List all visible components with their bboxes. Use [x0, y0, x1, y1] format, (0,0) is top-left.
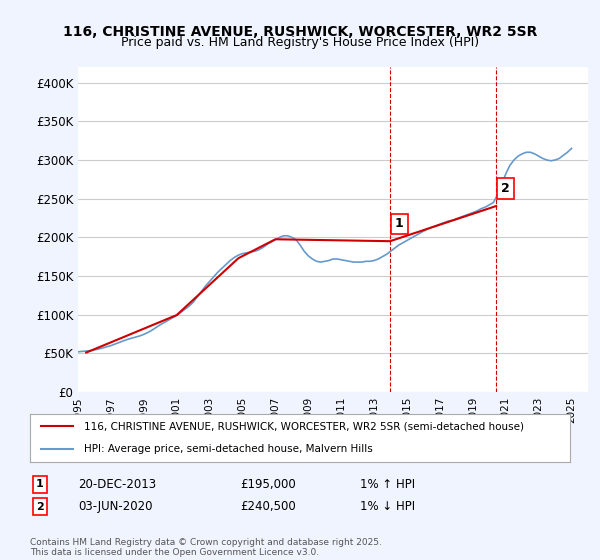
Text: 20-DEC-2013: 20-DEC-2013 — [78, 478, 156, 491]
Text: 1% ↓ HPI: 1% ↓ HPI — [360, 500, 415, 514]
Text: 1: 1 — [395, 217, 404, 230]
Text: Contains HM Land Registry data © Crown copyright and database right 2025.
This d: Contains HM Land Registry data © Crown c… — [30, 538, 382, 557]
Text: £240,500: £240,500 — [240, 500, 296, 514]
Text: 03-JUN-2020: 03-JUN-2020 — [78, 500, 152, 514]
Text: 116, CHRISTINE AVENUE, RUSHWICK, WORCESTER, WR2 5SR: 116, CHRISTINE AVENUE, RUSHWICK, WORCEST… — [63, 25, 537, 39]
Text: 2: 2 — [501, 182, 510, 195]
Text: 2: 2 — [36, 502, 44, 512]
Text: 116, CHRISTINE AVENUE, RUSHWICK, WORCESTER, WR2 5SR (semi-detached house): 116, CHRISTINE AVENUE, RUSHWICK, WORCEST… — [84, 421, 524, 431]
Text: 1% ↑ HPI: 1% ↑ HPI — [360, 478, 415, 491]
Text: 1: 1 — [36, 479, 44, 489]
Text: Price paid vs. HM Land Registry's House Price Index (HPI): Price paid vs. HM Land Registry's House … — [121, 36, 479, 49]
Text: £195,000: £195,000 — [240, 478, 296, 491]
Text: HPI: Average price, semi-detached house, Malvern Hills: HPI: Average price, semi-detached house,… — [84, 444, 373, 454]
